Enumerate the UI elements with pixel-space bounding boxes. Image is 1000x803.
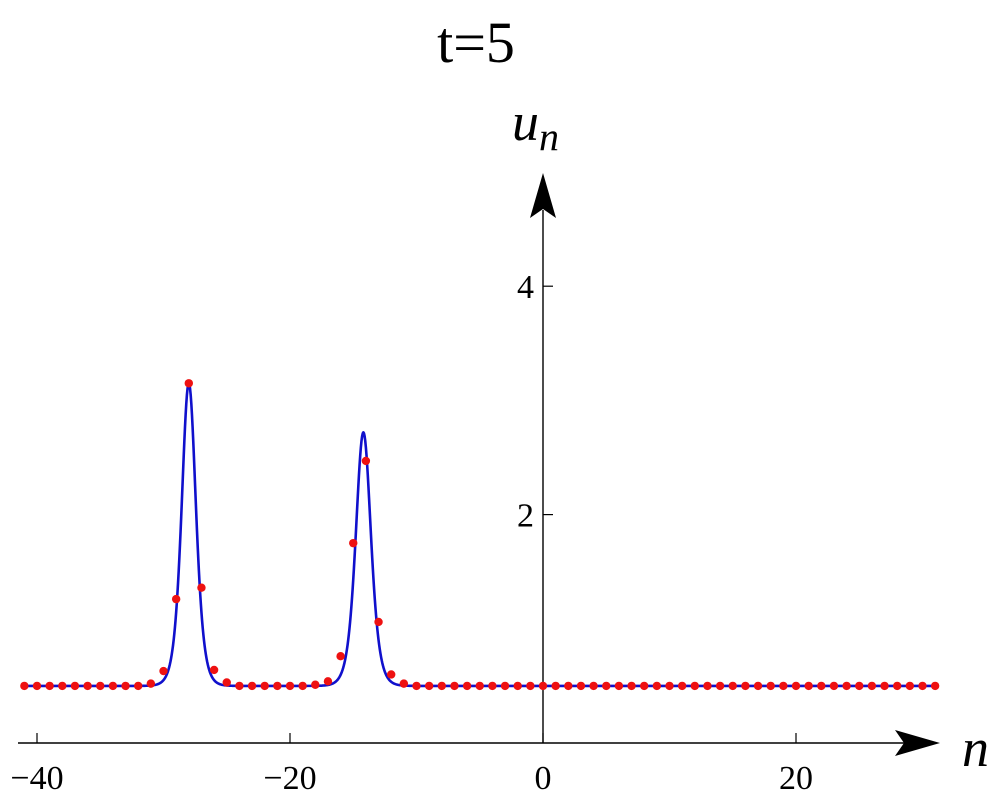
- data-point: [450, 681, 459, 691]
- data-point: [96, 681, 105, 691]
- data-point: [677, 681, 687, 691]
- data-point: [184, 379, 193, 388]
- y-axis-label-subscript: n: [539, 114, 559, 159]
- data-point: [918, 681, 927, 691]
- data-point: [867, 681, 877, 691]
- data-point: [703, 681, 712, 691]
- x-tick-label: −20: [263, 760, 316, 797]
- data-point: [70, 681, 80, 691]
- axes: [18, 173, 940, 756]
- data-point: [45, 681, 54, 691]
- data-point: [197, 583, 206, 592]
- data-point: [134, 681, 143, 691]
- data-point: [273, 681, 282, 691]
- data-point: [905, 681, 915, 691]
- data-point: [412, 681, 421, 691]
- marks: [20, 379, 940, 691]
- data-point: [222, 678, 231, 687]
- x-tick-label: 0: [535, 760, 552, 797]
- x-axis-label: n: [962, 718, 989, 778]
- data-point: [627, 681, 636, 691]
- data-point: [551, 681, 560, 691]
- data-point: [20, 681, 29, 691]
- data-point: [235, 681, 244, 691]
- y-tick-label: 4: [517, 269, 534, 306]
- data-point: [741, 681, 750, 691]
- data-point: [766, 681, 775, 691]
- data-point: [488, 681, 497, 691]
- x-tick-label: −40: [10, 760, 63, 797]
- data-point: [361, 456, 371, 466]
- data-point: [652, 681, 662, 691]
- data-point: [58, 681, 67, 691]
- data-point: [538, 681, 548, 691]
- data-point: [602, 681, 611, 691]
- y-axis-label-main: u: [512, 92, 539, 152]
- ticks: −40 −20 0 20 2 4: [10, 269, 813, 797]
- x-axis-arrowhead: [895, 730, 940, 756]
- data-point: [855, 681, 864, 691]
- data-point: [728, 681, 737, 691]
- data-point: [513, 681, 522, 691]
- data-point: [349, 538, 358, 548]
- data-point: [437, 681, 446, 691]
- x-tick-label: 20: [779, 760, 813, 797]
- data-point: [930, 681, 940, 691]
- data-point: [323, 677, 333, 686]
- data-point: [374, 617, 383, 627]
- data-point: [817, 681, 826, 691]
- data-point: [842, 681, 851, 691]
- data-point: [121, 681, 130, 691]
- data-point: [526, 681, 535, 691]
- data-point: [83, 681, 92, 691]
- data-point: [640, 681, 649, 691]
- y-axis-arrowhead: [530, 173, 556, 218]
- data-point: [564, 681, 573, 691]
- data-point: [829, 681, 839, 691]
- data-point: [399, 679, 409, 688]
- data-point: [387, 670, 396, 679]
- data-point: [665, 681, 674, 691]
- data-point: [298, 681, 307, 691]
- solution-curve: [23, 381, 936, 688]
- chart-title: t=5: [437, 10, 515, 75]
- data-point: [880, 681, 889, 691]
- data-point: [715, 681, 725, 691]
- data-point: [209, 665, 219, 675]
- data-point: [285, 681, 295, 691]
- data-point: [804, 681, 813, 691]
- data-point: [589, 681, 598, 691]
- data-point: [424, 681, 434, 691]
- data-point: [146, 679, 156, 688]
- y-axis-label: un: [512, 92, 559, 159]
- data-point: [159, 666, 168, 676]
- data-point: [311, 680, 320, 689]
- data-point: [779, 681, 788, 691]
- data-point: [576, 681, 586, 691]
- data-point: [753, 681, 763, 691]
- data-point: [171, 594, 181, 604]
- data-point: [462, 681, 472, 691]
- data-point: [893, 681, 902, 691]
- data-point: [614, 681, 624, 691]
- data-point: [475, 681, 484, 691]
- data-point: [108, 681, 118, 691]
- y-tick-label: 2: [517, 498, 534, 535]
- data-point: [260, 681, 269, 691]
- data-point: [32, 681, 42, 691]
- data-point: [690, 681, 699, 691]
- data-point: [791, 681, 801, 691]
- data-point: [336, 652, 345, 661]
- data-point: [247, 681, 257, 691]
- data-point: [500, 681, 510, 691]
